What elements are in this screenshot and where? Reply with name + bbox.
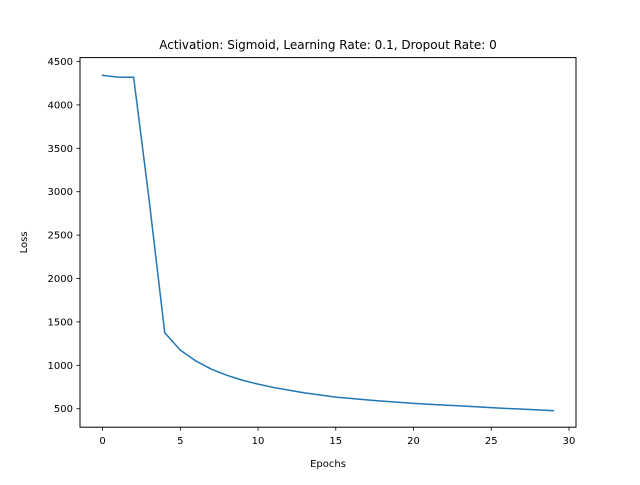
y-tick-label: 2500 bbox=[48, 231, 73, 242]
y-axis-label: Loss bbox=[19, 231, 30, 253]
y-tick-label: 1500 bbox=[48, 317, 73, 328]
y-tick-label: 3500 bbox=[48, 144, 73, 155]
x-tick-label: 0 bbox=[99, 436, 105, 447]
x-tick-label: 10 bbox=[252, 436, 265, 447]
y-tick-label: 1000 bbox=[48, 361, 73, 372]
x-tick-label: 5 bbox=[177, 436, 183, 447]
x-tick-label: 15 bbox=[329, 436, 342, 447]
x-axis-label: Epochs bbox=[310, 459, 346, 470]
x-tick-label: 20 bbox=[407, 436, 420, 447]
y-tick-label: 2000 bbox=[48, 274, 73, 285]
y-tick-label: 4500 bbox=[48, 57, 73, 68]
y-tick-label: 500 bbox=[54, 404, 73, 415]
x-tick-label: 25 bbox=[485, 436, 498, 447]
y-tick-label: 4000 bbox=[48, 100, 73, 111]
y-tick-label: 3000 bbox=[48, 187, 73, 198]
x-tick-label: 30 bbox=[563, 436, 576, 447]
chart-title: Activation: Sigmoid, Learning Rate: 0.1,… bbox=[159, 38, 496, 52]
